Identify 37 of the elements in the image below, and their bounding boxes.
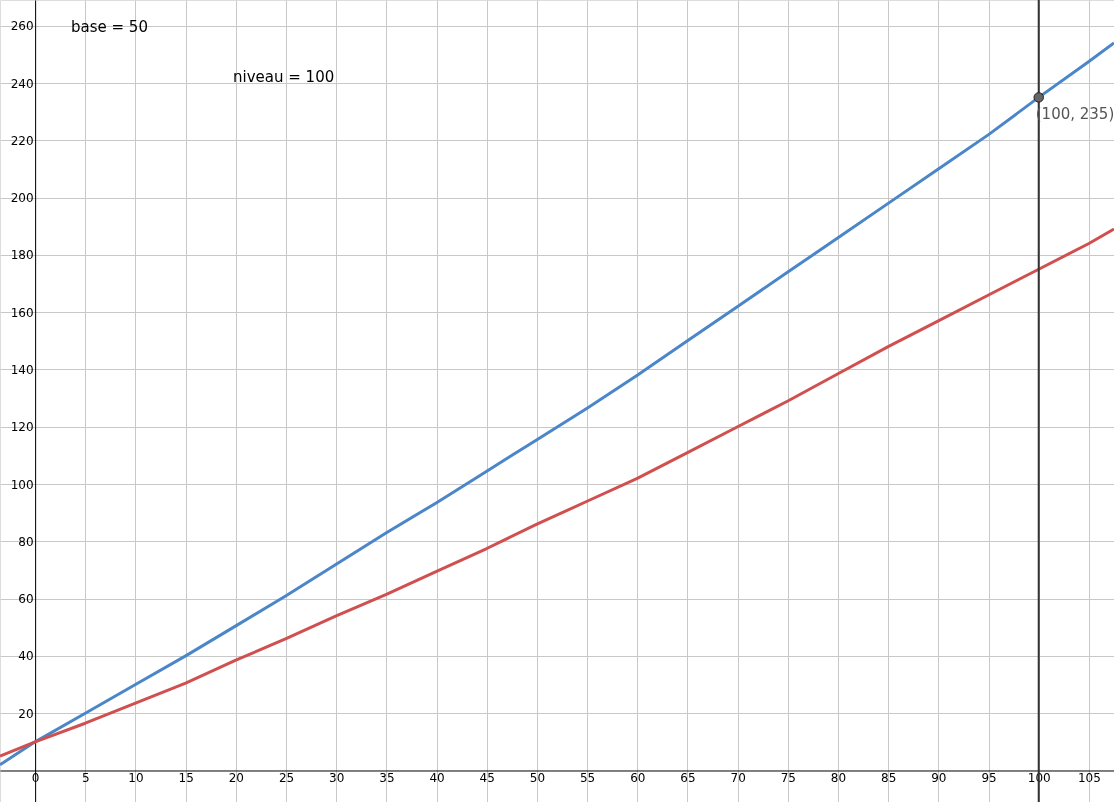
y-tick-label: 200 [10, 191, 34, 206]
x-tick-label: 90 [931, 770, 947, 785]
x-tick-label: 35 [379, 770, 395, 785]
x-tick-label: 20 [228, 770, 244, 785]
y-tick-label: 180 [10, 248, 34, 263]
x-tick-label: 75 [780, 770, 796, 785]
x-tick-label: 55 [579, 770, 596, 785]
x-tick-label: 45 [479, 770, 495, 785]
y-tick-label: 20 [18, 706, 34, 721]
x-tick-label: 70 [730, 770, 746, 785]
x-tick-label: 95 [981, 770, 997, 785]
x-tick-label: 40 [429, 770, 445, 785]
x-tick-label: 10 [128, 770, 144, 785]
y-tick-label: 220 [10, 133, 34, 148]
line-series [0, 227, 1114, 758]
y-tick-label: 40 [18, 649, 34, 664]
x-tick-label: 30 [329, 770, 345, 785]
x-tick-label: 60 [630, 770, 646, 785]
y-tick-label: 240 [10, 76, 34, 91]
line-series [0, 41, 1114, 767]
x-tick-label: 65 [680, 770, 696, 785]
y-tick-label: 100 [10, 477, 34, 492]
y-tick-label: 260 [10, 19, 34, 34]
x-tick-label: 105 [1077, 770, 1101, 785]
y-tick-label: 140 [10, 362, 34, 377]
y-tick-label: 120 [10, 420, 34, 435]
annotation: niveau = 100 [233, 68, 335, 86]
x-tick-label: 85 [881, 770, 897, 785]
x-tick-label: 25 [278, 770, 295, 785]
annotation: base = 50 [71, 18, 148, 36]
y-tick-label: 80 [18, 534, 34, 549]
x-tick-label: 50 [529, 770, 546, 785]
x-tick-label: 5 [81, 770, 90, 785]
y-tick-label: 160 [10, 305, 34, 320]
x-tick-label: 80 [830, 770, 847, 785]
y-tick-label: 60 [18, 592, 34, 607]
x-tick-label: 15 [178, 770, 194, 785]
